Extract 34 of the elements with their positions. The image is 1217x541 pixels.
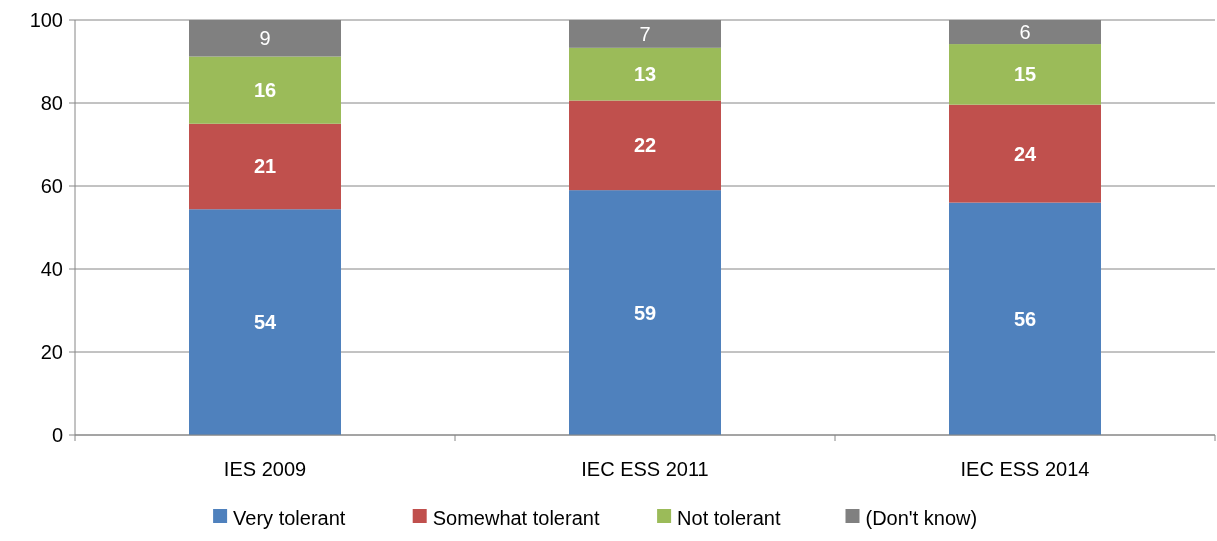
bar — [569, 47, 721, 101]
y-tick-label: 0 — [51, 424, 63, 446]
data-label: 56 — [1013, 307, 1037, 330]
x-tick-label: IEC ESS 2014 — [960, 458, 1090, 480]
y-tick-label: 20 — [40, 341, 63, 363]
y-tick-label: 100 — [29, 9, 63, 31]
bar — [569, 190, 721, 435]
legend-label: Somewhat tolerant — [432, 507, 600, 529]
legend-label: Very tolerant — [233, 507, 346, 529]
data-label: 6 — [1019, 21, 1031, 44]
data-label: 22 — [633, 134, 657, 157]
bar — [949, 104, 1101, 203]
bar — [189, 123, 341, 210]
data-label: 21 — [253, 155, 277, 178]
bar — [569, 100, 721, 191]
data-label: 13 — [633, 63, 657, 86]
bar — [189, 56, 341, 124]
bar — [189, 209, 341, 435]
data-label: 59 — [633, 301, 657, 324]
data-label: 15 — [1013, 63, 1037, 86]
data-label: 7 — [639, 22, 651, 45]
bar — [949, 202, 1101, 435]
data-label: 9 — [259, 27, 271, 50]
data-label: 16 — [253, 79, 277, 102]
y-tick-label: 60 — [40, 175, 63, 197]
data-label: 54 — [253, 311, 277, 334]
x-tick-label: IEC ESS 2011 — [581, 458, 709, 480]
bar — [949, 44, 1101, 105]
data-label: 24 — [1013, 142, 1037, 165]
x-tick-label: IES 2009 — [223, 458, 307, 480]
legend-label: Not tolerant — [677, 507, 781, 529]
y-tick-label: 80 — [40, 92, 63, 114]
y-tick-label: 40 — [40, 258, 63, 280]
legend-label: (Don't know) — [865, 507, 978, 529]
